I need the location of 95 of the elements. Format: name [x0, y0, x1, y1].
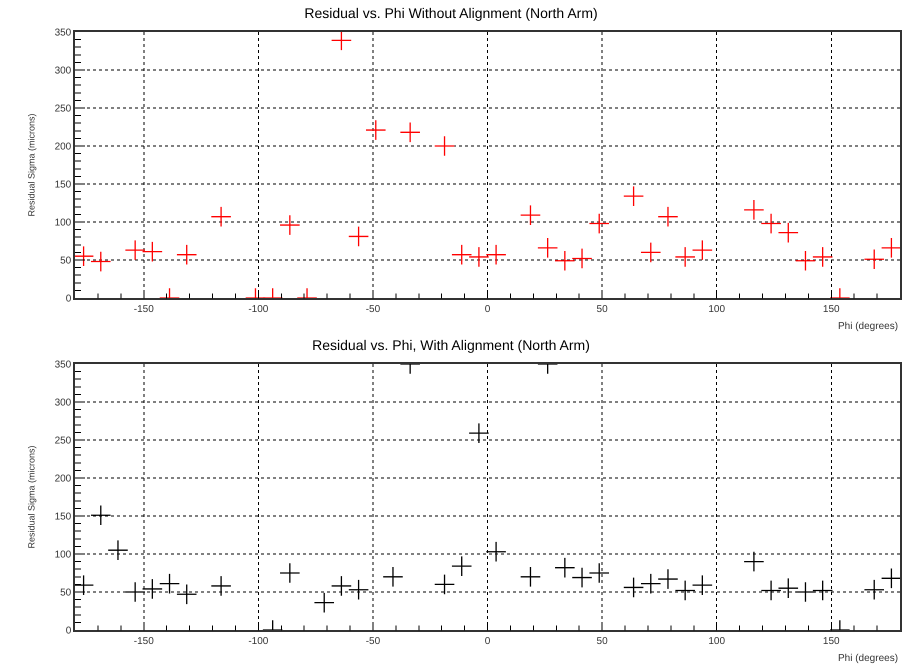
x-tick-label: 0: [484, 304, 491, 315]
x-tick-label: 50: [596, 636, 608, 647]
point: [778, 222, 799, 244]
y-tick-label: 150: [54, 512, 72, 522]
point: [778, 578, 799, 599]
point: [692, 574, 713, 596]
y-tick-label: 50: [60, 256, 72, 266]
point: [812, 246, 834, 268]
x-tick-label: -150: [134, 636, 154, 647]
point: [554, 250, 576, 272]
point: [279, 562, 300, 584]
y-tick-label: 350: [54, 360, 72, 370]
point: [348, 226, 370, 247]
point: [795, 250, 816, 272]
y-tick-label: 50: [60, 588, 72, 598]
point: [572, 567, 592, 588]
point: [210, 206, 232, 228]
point: [743, 551, 764, 572]
point: [486, 244, 507, 266]
point: [554, 557, 576, 578]
point: [400, 122, 421, 143]
y-tick-label: 100: [54, 550, 72, 560]
point: [330, 32, 352, 51]
point: [812, 580, 834, 601]
point: [434, 136, 455, 156]
x-axis-title: Phi (degrees): [838, 321, 898, 332]
x-tick-label: 50: [596, 304, 608, 315]
point: [348, 579, 370, 600]
point: [330, 575, 352, 596]
point: [176, 584, 198, 605]
point: [795, 582, 816, 602]
point: [640, 573, 662, 594]
y-axis-title: Residual Sigma (microns): [26, 113, 36, 217]
point: [864, 248, 885, 270]
point: [640, 242, 662, 263]
point: [623, 186, 644, 207]
point: [382, 566, 404, 588]
x-tick-label: 150: [822, 304, 840, 315]
point: [658, 568, 678, 590]
x-tick-label: -100: [248, 636, 269, 647]
point: [520, 566, 541, 588]
point: [365, 120, 386, 140]
x-tick-label: 100: [708, 304, 726, 315]
y-tick-label: 100: [54, 218, 72, 228]
point: [176, 244, 198, 266]
y-tick-label: 350: [54, 28, 72, 38]
y-tick-label: 300: [54, 66, 72, 76]
point: [588, 562, 610, 584]
x-tick-label: -150: [134, 304, 154, 315]
point: [537, 237, 558, 258]
point: [210, 575, 232, 596]
point: [623, 576, 644, 598]
point: [314, 592, 335, 614]
point: [486, 541, 507, 562]
x-tick-label: -50: [366, 304, 381, 315]
y-tick-label: 0: [66, 626, 72, 636]
point: [520, 204, 541, 226]
point: [124, 582, 146, 602]
chart-title: Residual vs. Phi, With Alignment (North Arm): [312, 337, 590, 354]
point: [674, 246, 696, 268]
chart-title: Residual vs. Phi Without Alignment (North Arm): [304, 5, 598, 22]
point: [108, 540, 128, 561]
y-tick-label: 0: [66, 294, 72, 304]
point: [743, 199, 764, 220]
y-tick-label: 250: [54, 104, 72, 114]
y-tick-label: 200: [54, 142, 72, 152]
y-tick-label: 200: [54, 474, 72, 484]
point: [760, 580, 782, 601]
point: [434, 574, 455, 595]
point: [674, 580, 696, 601]
x-axis-title: Phi (degrees): [838, 653, 898, 664]
point: [451, 556, 472, 577]
point: [279, 214, 300, 236]
point: [588, 213, 610, 234]
point: [451, 244, 472, 266]
point: [760, 213, 782, 234]
y-tick-label: 300: [54, 398, 72, 408]
point: [159, 573, 180, 594]
x-tick-label: 150: [822, 636, 840, 647]
y-tick-label: 250: [54, 436, 72, 446]
point: [658, 206, 678, 228]
point: [90, 251, 112, 272]
point: [572, 248, 592, 269]
point: [692, 240, 713, 261]
x-tick-label: 0: [484, 636, 491, 647]
point: [864, 579, 885, 600]
point: [142, 578, 163, 600]
y-tick-label: 150: [54, 180, 72, 190]
point: [468, 246, 490, 268]
point: [142, 241, 163, 262]
x-tick-label: -100: [248, 304, 269, 315]
x-tick-label: 100: [708, 636, 726, 647]
point: [124, 240, 146, 261]
x-tick-label: -50: [366, 636, 381, 647]
y-axis-title: Residual Sigma (microns): [26, 445, 36, 549]
